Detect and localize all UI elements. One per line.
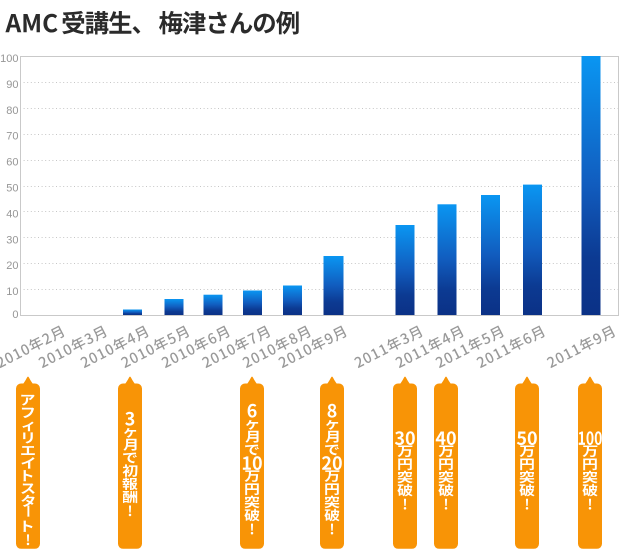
- svg-text:50: 50: [6, 183, 18, 195]
- svg-text:10: 10: [6, 286, 18, 298]
- svg-text:0: 0: [12, 309, 18, 321]
- svg-text:70: 70: [6, 131, 18, 143]
- svg-text:90: 90: [6, 79, 18, 91]
- svg-text:20: 20: [6, 260, 18, 272]
- svg-text:40: 40: [6, 208, 18, 220]
- svg-text:80: 80: [6, 105, 18, 117]
- svg-text:30: 30: [6, 234, 18, 246]
- svg-text:60: 60: [6, 157, 18, 169]
- svg-text:100: 100: [0, 53, 18, 65]
